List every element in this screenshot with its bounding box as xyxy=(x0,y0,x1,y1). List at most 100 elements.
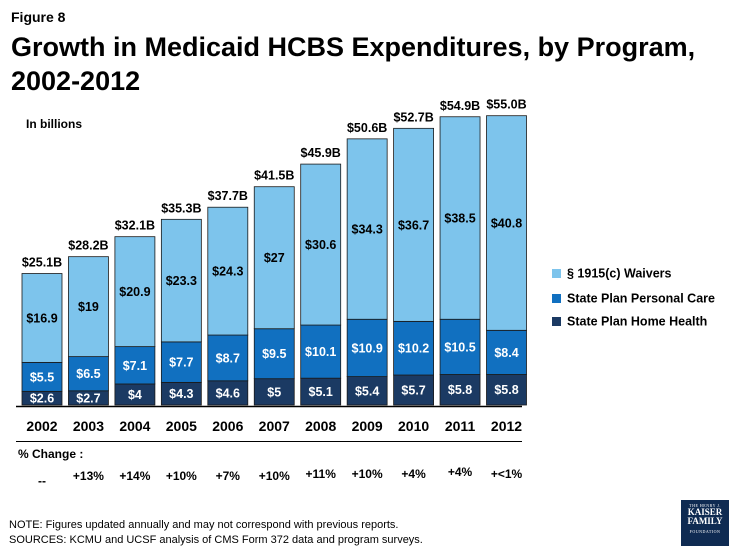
data-label: $4 xyxy=(128,388,142,402)
data-label: $5.7 xyxy=(401,384,425,398)
bar-segment-waivers xyxy=(253,186,295,330)
logo-line3: FAMILY xyxy=(687,516,723,526)
bar-segment-personal-care xyxy=(114,346,156,385)
bar-segment-home-health xyxy=(486,374,527,406)
data-label: $6.5 xyxy=(76,367,100,381)
pct-change-value: +10% xyxy=(352,467,383,481)
note-text: NOTE: Figures updated annually and may n… xyxy=(9,519,399,531)
x-tick-label: 2004 xyxy=(119,418,150,434)
data-label: $10.1 xyxy=(305,345,336,359)
logo-line2: KAISER xyxy=(687,507,723,517)
pct-change-value: +10% xyxy=(259,469,290,483)
unit-label: In billions xyxy=(26,117,82,131)
bar-segment-personal-care xyxy=(486,329,527,375)
bar-segment-home-health xyxy=(300,377,342,406)
bar-segment-personal-care xyxy=(346,318,388,377)
data-label: $30.6 xyxy=(305,238,336,252)
bar-segment-personal-care xyxy=(207,334,249,382)
data-label: $19 xyxy=(78,300,99,314)
data-label: $10.2 xyxy=(398,342,429,356)
data-label: $2.7 xyxy=(76,391,100,405)
data-label: $4.3 xyxy=(169,387,193,401)
bar-segment-personal-care xyxy=(21,361,63,392)
data-label: $20.9 xyxy=(119,285,150,299)
bar-segment-personal-care xyxy=(439,318,481,375)
data-label: $5 xyxy=(267,385,281,399)
bar-segment-home-health xyxy=(253,378,295,406)
x-tick-label: 2003 xyxy=(73,418,104,434)
logo-line4: FOUNDATION xyxy=(689,529,721,534)
legend-swatch xyxy=(552,294,561,303)
data-label: $5.1 xyxy=(309,385,333,399)
data-label: $7.1 xyxy=(123,359,147,373)
data-label: $40.8 xyxy=(491,217,522,231)
total-label: $32.1B xyxy=(115,219,155,233)
pct-change-value: +<1% xyxy=(491,467,523,481)
pct-change-value: -- xyxy=(38,474,46,488)
bar-segment-waivers xyxy=(486,115,527,331)
bar-segment-home-health xyxy=(439,374,481,406)
bar-segment-personal-care xyxy=(253,328,295,380)
bar-segment-waivers xyxy=(21,273,63,363)
data-label: $36.7 xyxy=(398,218,429,232)
total-label: $41.5B xyxy=(254,169,294,183)
bar-segment-waivers xyxy=(114,236,156,348)
bar-segment-home-health xyxy=(207,380,249,406)
data-label: $23.3 xyxy=(166,274,197,288)
total-label: $45.9B xyxy=(301,146,341,160)
x-tick-label: 2011 xyxy=(445,418,476,434)
stacked-bar-chart: $2.6 $5.5 $16.9 $25.1B 2002 -- $2.7 $6.5 $19 $28.… xyxy=(16,98,715,488)
data-label: $24.3 xyxy=(212,265,243,279)
x-tick-label: 2012 xyxy=(491,418,522,434)
data-label: $16.9 xyxy=(26,311,57,325)
data-label: $34.3 xyxy=(352,223,383,237)
data-label: $10.9 xyxy=(352,341,383,355)
total-label: $25.1B xyxy=(22,256,62,270)
bar-segment-waivers xyxy=(346,138,388,320)
total-label: $54.9B xyxy=(440,99,480,113)
sources-text: SOURCES: KCMU and UCSF analysis of CMS F… xyxy=(9,534,423,546)
bar-segment-waivers xyxy=(68,256,109,358)
data-label: $5.5 xyxy=(30,370,54,384)
bar-segment-waivers xyxy=(300,163,342,326)
data-label: $2.6 xyxy=(30,392,54,406)
data-label: $38.5 xyxy=(444,212,475,226)
pct-change-value: +11% xyxy=(306,467,337,481)
total-label: $50.6B xyxy=(347,121,387,135)
x-tick-label: 2007 xyxy=(259,418,290,434)
chart-title: Growth in Medicaid HCBS Expenditures, by… xyxy=(11,32,696,96)
data-label: $9.5 xyxy=(262,347,286,361)
data-label: $5.8 xyxy=(494,383,518,397)
legend-swatch xyxy=(552,269,561,278)
legend-label: State Plan Personal Care xyxy=(567,292,715,306)
data-label: $10.5 xyxy=(444,340,475,354)
data-label: $7.7 xyxy=(169,356,193,370)
data-label: $5.4 xyxy=(355,384,379,398)
kff-logo: THE HENRY J. KAISER FAMILY FOUNDATION xyxy=(681,500,729,546)
x-tick-label: 2008 xyxy=(305,418,336,434)
bar-segment-waivers xyxy=(207,206,249,336)
pct-change-value: +14% xyxy=(119,469,150,483)
data-label: $27 xyxy=(264,251,285,265)
data-label: $8.4 xyxy=(494,346,518,360)
total-label: $37.7B xyxy=(208,189,248,203)
data-label: $4.6 xyxy=(216,386,240,400)
legend-label: § 1915(c) Waivers xyxy=(567,267,672,281)
data-label: $8.7 xyxy=(216,351,240,365)
bar-segment-home-health xyxy=(393,374,435,406)
logo-line1: THE HENRY J. xyxy=(689,503,721,508)
x-tick-label: 2010 xyxy=(398,418,429,434)
pct-change-value: +4% xyxy=(448,465,473,479)
bar-segment-waivers xyxy=(160,218,202,343)
legend-swatch xyxy=(552,317,561,326)
pct-change-value: +13% xyxy=(73,469,104,483)
bar-segment-home-health xyxy=(346,376,388,406)
x-tick-label: 2002 xyxy=(26,418,57,434)
pct-change-value: +4% xyxy=(401,467,426,481)
data-label: $5.8 xyxy=(448,383,472,397)
x-tick-label: 2009 xyxy=(352,418,383,434)
pct-change-value: +7% xyxy=(216,469,241,483)
bar-segment-waivers xyxy=(439,116,481,320)
pct-change-label: % Change : xyxy=(18,447,83,461)
total-label: $55.0B xyxy=(486,98,526,112)
